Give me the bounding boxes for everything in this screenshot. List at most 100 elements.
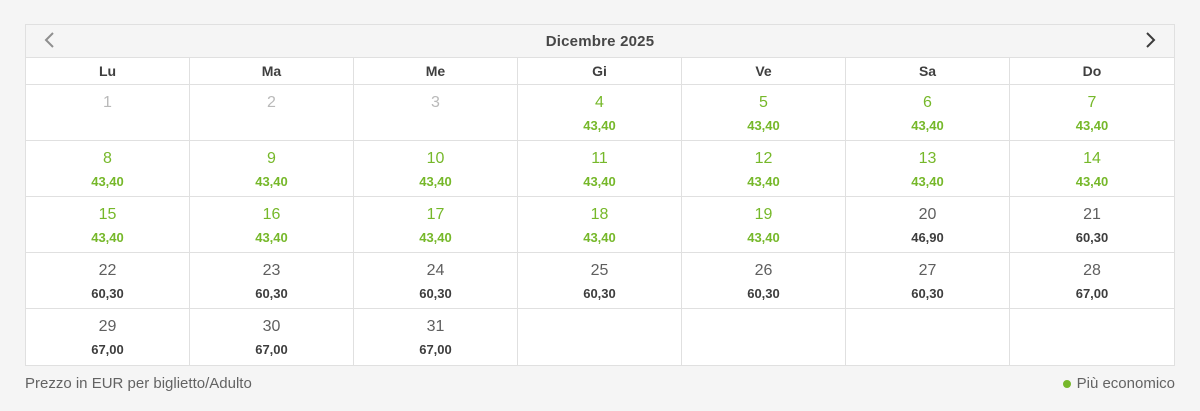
prev-month-button[interactable] bbox=[39, 29, 59, 53]
day-cell[interactable]: 22 60,30 bbox=[26, 253, 190, 309]
day-cell[interactable]: 30 67,00 bbox=[190, 309, 354, 365]
day-number: 4 bbox=[595, 94, 604, 111]
chevron-right-icon bbox=[1145, 31, 1156, 52]
weekday-label: Ve bbox=[682, 58, 846, 84]
day-price: 60,30 bbox=[1075, 230, 1109, 245]
day-number: 3 bbox=[431, 94, 440, 111]
day-cell[interactable]: 8 43,40 bbox=[26, 141, 190, 197]
day-price: 67,00 bbox=[255, 342, 288, 357]
day-price: 43,40 bbox=[911, 118, 944, 133]
day-cell[interactable]: 11 43,40 bbox=[518, 141, 682, 197]
day-price: 67,00 bbox=[419, 342, 452, 357]
empty-cell bbox=[1010, 309, 1174, 365]
day-number: 5 bbox=[759, 94, 768, 111]
day-price: 43,40 bbox=[747, 174, 780, 189]
day-number: 24 bbox=[426, 262, 445, 279]
day-cell[interactable]: 9 43,40 bbox=[190, 141, 354, 197]
day-price: 43,40 bbox=[583, 230, 616, 245]
day-price: 67,00 bbox=[91, 342, 124, 357]
weekday-label: Sa bbox=[846, 58, 1010, 84]
day-price: 43,40 bbox=[1075, 174, 1109, 189]
day-number: 29 bbox=[98, 318, 117, 335]
weekday-label: Lu bbox=[26, 58, 190, 84]
day-cell: 3 bbox=[354, 85, 518, 141]
day-number: 8 bbox=[103, 150, 112, 167]
day-cell[interactable]: 14 43,40 bbox=[1010, 141, 1174, 197]
day-price: 60,30 bbox=[911, 286, 944, 301]
day-cell[interactable]: 5 43,40 bbox=[682, 85, 846, 141]
day-cell[interactable]: 24 60,30 bbox=[354, 253, 518, 309]
day-number: 15 bbox=[98, 206, 117, 223]
day-cell[interactable]: 31 67,00 bbox=[354, 309, 518, 365]
day-price: 60,30 bbox=[583, 286, 616, 301]
day-cell[interactable]: 13 43,40 bbox=[846, 141, 1010, 197]
day-number: 21 bbox=[1083, 206, 1101, 223]
day-cell: 2 bbox=[190, 85, 354, 141]
weekday-label: Do bbox=[1082, 63, 1102, 79]
weekday-row: Lu Ma Me Gi Ve Sa Do bbox=[26, 58, 1174, 85]
legend-label: Più economico bbox=[1076, 375, 1175, 392]
day-price: 43,40 bbox=[255, 174, 288, 189]
footer-note: Prezzo in EUR per biglietto/Adulto bbox=[25, 375, 252, 392]
day-number: 9 bbox=[267, 150, 276, 167]
day-cell: 1 bbox=[26, 85, 190, 141]
day-number: 25 bbox=[590, 262, 609, 279]
day-price: 60,30 bbox=[91, 286, 124, 301]
day-cell[interactable]: 10 43,40 bbox=[354, 141, 518, 197]
day-cell[interactable]: 4 43,40 bbox=[518, 85, 682, 141]
day-number: 31 bbox=[426, 318, 445, 335]
day-price: 43,40 bbox=[747, 230, 780, 245]
day-price: 60,30 bbox=[255, 286, 288, 301]
price-calendar: Dicembre 2025 Lu Ma Me Gi Ve Sa Do 1 2 3 4 43,40 5 4… bbox=[25, 24, 1175, 366]
day-price: 43,40 bbox=[419, 230, 452, 245]
day-number: 13 bbox=[918, 150, 937, 167]
day-cell[interactable]: 20 46,90 bbox=[846, 197, 1010, 253]
next-month-button[interactable] bbox=[1141, 29, 1161, 53]
day-price: 43,40 bbox=[1075, 118, 1109, 133]
calendar-header: Dicembre 2025 bbox=[26, 25, 1174, 58]
day-cell[interactable]: 7 43,40 bbox=[1010, 85, 1174, 141]
day-number: 26 bbox=[754, 262, 773, 279]
day-cell[interactable]: 6 43,40 bbox=[846, 85, 1010, 141]
empty-cell bbox=[682, 309, 846, 365]
day-number: 27 bbox=[918, 262, 937, 279]
day-number: 2 bbox=[267, 94, 276, 111]
day-price: 60,30 bbox=[747, 286, 780, 301]
day-number: 28 bbox=[1083, 262, 1101, 279]
day-number: 17 bbox=[426, 206, 445, 223]
day-number: 1 bbox=[103, 94, 112, 111]
day-cell[interactable]: 15 43,40 bbox=[26, 197, 190, 253]
day-price: 43,40 bbox=[583, 118, 616, 133]
day-price: 43,40 bbox=[255, 230, 288, 245]
day-number: 19 bbox=[754, 206, 773, 223]
day-number: 30 bbox=[262, 318, 281, 335]
day-price: 43,40 bbox=[419, 174, 452, 189]
calendar-footer: Prezzo in EUR per biglietto/Adulto Più e… bbox=[25, 375, 1175, 392]
day-cell[interactable]: 29 67,00 bbox=[26, 309, 190, 365]
day-cell[interactable]: 25 60,30 bbox=[518, 253, 682, 309]
legend: Più economico bbox=[1062, 375, 1175, 392]
day-cell[interactable]: 27 60,30 bbox=[846, 253, 1010, 309]
day-cell[interactable]: 18 43,40 bbox=[518, 197, 682, 253]
day-price: 43,40 bbox=[91, 174, 124, 189]
day-price: 60,30 bbox=[419, 286, 452, 301]
weekday-label: Gi bbox=[518, 58, 682, 84]
day-cell[interactable]: 19 43,40 bbox=[682, 197, 846, 253]
day-number: 11 bbox=[591, 150, 608, 167]
day-cell[interactable]: 16 43,40 bbox=[190, 197, 354, 253]
day-number: 6 bbox=[923, 94, 932, 111]
day-number: 23 bbox=[262, 262, 281, 279]
day-price: 43,40 bbox=[91, 230, 124, 245]
day-cell[interactable]: 26 60,30 bbox=[682, 253, 846, 309]
day-cell[interactable]: 21 60,30 bbox=[1010, 197, 1174, 253]
day-number: 16 bbox=[262, 206, 281, 223]
day-price: 43,40 bbox=[911, 174, 944, 189]
day-cell[interactable]: 17 43,40 bbox=[354, 197, 518, 253]
day-cell[interactable]: 23 60,30 bbox=[190, 253, 354, 309]
day-number: 7 bbox=[1087, 94, 1097, 111]
day-cell[interactable]: 12 43,40 bbox=[682, 141, 846, 197]
day-price: 46,90 bbox=[911, 230, 944, 245]
day-cell[interactable]: 28 67,00 bbox=[1010, 253, 1174, 309]
empty-cell bbox=[846, 309, 1010, 365]
calendar-grid: 1 2 3 4 43,40 5 43,40 6 43,40 7 43,40 8 43,40 9 43,40 1… bbox=[26, 85, 1174, 365]
